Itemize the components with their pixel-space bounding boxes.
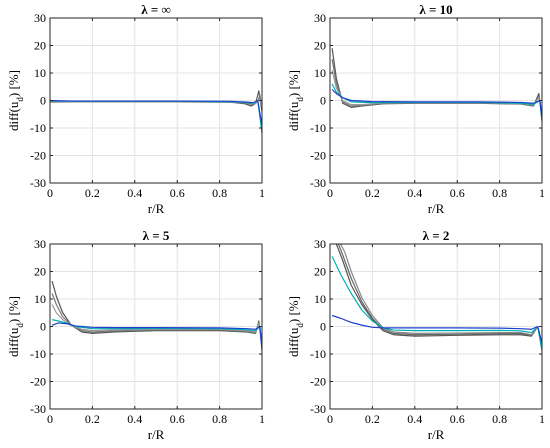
x-tick-label: 1 <box>539 412 545 426</box>
series-line-5 <box>331 314 542 344</box>
y-tick-label: 10 <box>314 66 326 80</box>
y-tick-label: 30 <box>314 237 326 251</box>
y-tick-label: 20 <box>314 39 326 53</box>
x-tick-label: 0.2 <box>85 412 100 426</box>
series-line-3 <box>340 244 542 346</box>
y-tick-label: -20 <box>30 375 46 389</box>
series-line-1 <box>335 244 542 349</box>
x-tick-label: 0.2 <box>365 186 380 200</box>
subplot-title: λ = ∞ <box>141 2 171 17</box>
x-tick-label: 0 <box>327 412 333 426</box>
x-tick-label: 0.8 <box>492 186 507 200</box>
series-line-2 <box>337 244 542 346</box>
x-tick-label: 0 <box>47 186 53 200</box>
y-tick-label: -10 <box>30 347 46 361</box>
x-axis-label: r/R <box>148 427 165 442</box>
x-tick-label: 0.4 <box>127 412 142 426</box>
x-tick-label: 0.6 <box>170 412 185 426</box>
y-tick-label: -20 <box>310 375 326 389</box>
y-tick-label: 0 <box>320 320 326 334</box>
y-tick-label: 30 <box>34 11 46 25</box>
y-tick-label: 20 <box>34 39 46 53</box>
series-line-5 <box>50 99 262 126</box>
x-tick-label: 0.8 <box>212 412 227 426</box>
y-axis-label: diff(ud) [%] <box>286 296 305 357</box>
subplot-3: 0 0.2 0.4 0.6 0.8 1 -30 -20 -10 0 10 20 30 λ = 5 r/R di… <box>6 228 265 442</box>
subplot-2: 0 0.2 0.4 0.6 0.8 1 -30 -20 -10 0 10 20 30 λ = 10 r/R d… <box>286 2 545 216</box>
x-tick-label: 0.2 <box>365 412 380 426</box>
y-axis-label: diff(ud) [%] <box>6 296 25 357</box>
series-line-1 <box>51 280 262 346</box>
x-tick-label: 0 <box>327 186 333 200</box>
y-tick-label: -10 <box>30 121 46 135</box>
y-tick-label: 30 <box>314 11 326 25</box>
series-group <box>51 280 262 352</box>
x-tick-label: 1 <box>539 186 545 200</box>
y-tick-label: 10 <box>314 292 326 306</box>
y-tick-label: -10 <box>310 121 326 135</box>
series-line-5 <box>331 89 542 120</box>
x-axis-label: r/R <box>428 201 445 216</box>
x-axis-label: r/R <box>148 201 165 216</box>
series-group <box>331 48 542 123</box>
series-line-5 <box>51 322 262 352</box>
subplot-title: λ = 10 <box>419 2 452 17</box>
y-tick-label: 10 <box>34 66 46 80</box>
y-axis-label: diff(ud) [%] <box>286 70 305 131</box>
y-tick-label: -20 <box>310 149 326 163</box>
x-tick-label: 0.4 <box>407 186 422 200</box>
y-tick-label: 10 <box>34 292 46 306</box>
x-tick-label: 0 <box>47 412 53 426</box>
x-tick-label: 0.4 <box>407 412 422 426</box>
y-tick-label: 20 <box>314 265 326 279</box>
y-tick-label: 0 <box>40 94 46 108</box>
y-tick-label: -30 <box>310 176 326 190</box>
series-line-3 <box>51 304 262 341</box>
subplot-4: 0 0.2 0.4 0.6 0.8 1 -30 -20 -10 0 10 20 30 λ = 2 r/R di… <box>286 228 545 442</box>
y-tick-label: -10 <box>310 347 326 361</box>
series-line-4 <box>331 256 542 352</box>
x-axis-label: r/R <box>428 427 445 442</box>
series-group <box>50 90 262 134</box>
x-tick-label: 0.6 <box>450 412 465 426</box>
x-tick-label: 1 <box>259 186 265 200</box>
y-tick-label: -30 <box>310 402 326 416</box>
y-tick-label: 30 <box>34 237 46 251</box>
series-group <box>331 244 542 352</box>
subplot-1: 0 0.2 0.4 0.6 0.8 1 -30 -20 -10 0 10 20 30 λ = ∞ r/R di… <box>6 2 265 216</box>
subplot-title: λ = 5 <box>143 228 170 243</box>
x-tick-label: 0.8 <box>492 412 507 426</box>
y-tick-label: 0 <box>320 94 326 108</box>
series-line-4 <box>51 319 262 349</box>
x-tick-label: 0.8 <box>212 186 227 200</box>
x-tick-label: 0.2 <box>85 186 100 200</box>
x-tick-label: 0.4 <box>127 186 142 200</box>
y-tick-label: -30 <box>30 402 46 416</box>
subplot-title: λ = 2 <box>423 228 450 243</box>
x-tick-label: 0.6 <box>170 186 185 200</box>
y-tick-label: 20 <box>34 265 46 279</box>
y-tick-label: 0 <box>40 320 46 334</box>
y-axis-label: diff(ud) [%] <box>6 70 25 131</box>
y-tick-label: -20 <box>30 149 46 163</box>
x-tick-label: 1 <box>259 412 265 426</box>
x-tick-label: 0.6 <box>450 186 465 200</box>
y-tick-label: -30 <box>30 176 46 190</box>
